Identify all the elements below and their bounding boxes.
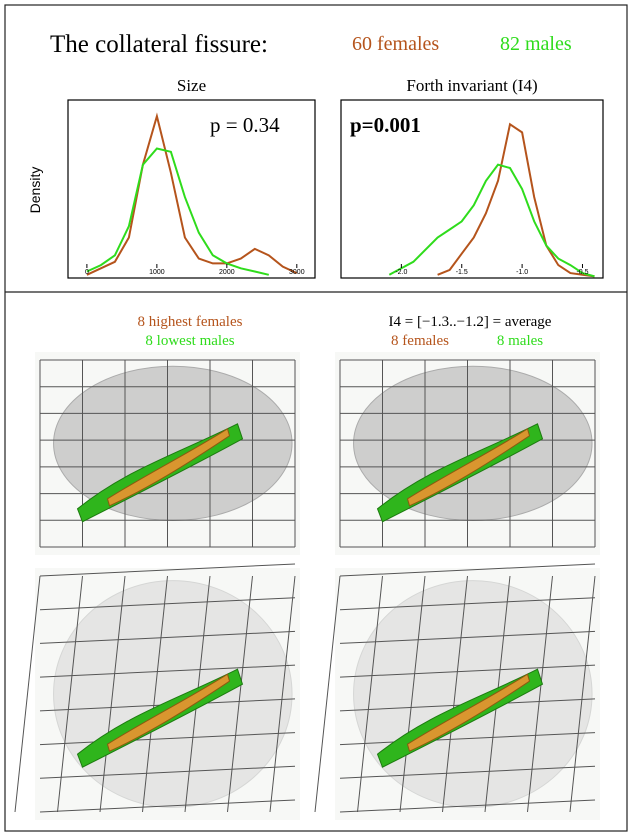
grid-box bbox=[39, 664, 296, 678]
annotation: p=0.001 bbox=[350, 113, 421, 137]
density-line bbox=[388, 163, 595, 278]
chart-title: Size bbox=[177, 76, 206, 95]
grid-box bbox=[339, 597, 596, 611]
x-tick-label: -1.5 bbox=[456, 269, 468, 276]
caption: 8 females bbox=[391, 333, 449, 349]
brain bbox=[353, 365, 593, 521]
density-line bbox=[437, 122, 595, 278]
grid-box bbox=[39, 732, 296, 746]
caption: 8 lowest males bbox=[145, 333, 234, 349]
grid-box bbox=[399, 575, 426, 813]
grid-box bbox=[339, 765, 596, 779]
grid-box bbox=[339, 664, 596, 678]
fissure-orange bbox=[406, 428, 531, 507]
fissure-orange bbox=[106, 428, 231, 507]
x-tick-label: -0.5 bbox=[576, 269, 588, 276]
grid-box bbox=[569, 575, 596, 813]
brain bbox=[53, 580, 293, 808]
x-tick-label: 0 bbox=[85, 269, 89, 276]
caption: 8 highest females bbox=[138, 314, 243, 330]
fissure-orange bbox=[106, 673, 231, 752]
grid-box bbox=[339, 732, 596, 746]
grid-box bbox=[99, 575, 126, 813]
x-tick-label: 1000 bbox=[149, 269, 165, 276]
grid-box bbox=[269, 575, 296, 813]
y-axis-label: Density bbox=[27, 167, 43, 214]
plot-frame bbox=[67, 99, 316, 279]
grid-box bbox=[14, 575, 41, 813]
frame bbox=[4, 4, 628, 832]
grid-box bbox=[339, 799, 596, 813]
grid-box bbox=[339, 630, 596, 644]
grid-box bbox=[39, 765, 296, 779]
density-line bbox=[86, 147, 270, 276]
brain bbox=[53, 365, 293, 521]
legend-males: 82 males bbox=[500, 33, 572, 55]
figure-title: The collateral fissure: bbox=[50, 31, 268, 58]
annotation: p = 0.34 bbox=[210, 113, 280, 137]
density-line bbox=[86, 112, 298, 276]
plot-frame bbox=[340, 99, 604, 279]
x-tick-label: 3000 bbox=[289, 269, 305, 276]
grid-box bbox=[39, 563, 296, 577]
grid-box bbox=[442, 575, 468, 813]
grid-box bbox=[142, 575, 168, 813]
x-tick-label: -1.0 bbox=[516, 269, 528, 276]
x-tick-label: -2.0 bbox=[395, 269, 407, 276]
grid-box bbox=[527, 575, 553, 813]
chart-title: Forth invariant (I4) bbox=[406, 76, 537, 95]
grid-box bbox=[227, 575, 253, 813]
grid-box bbox=[357, 575, 383, 813]
grid-box bbox=[39, 799, 296, 813]
fissure-orange bbox=[406, 673, 531, 752]
grid-box bbox=[39, 630, 296, 644]
grid-box bbox=[339, 563, 596, 577]
x-tick-label: 2000 bbox=[219, 269, 235, 276]
caption: I4 = [−1.3..−1.2] = average bbox=[389, 314, 552, 330]
grid-box bbox=[57, 575, 83, 813]
grid-box bbox=[314, 575, 341, 813]
brain bbox=[353, 580, 593, 808]
legend-females: 60 females bbox=[352, 33, 439, 55]
grid-box bbox=[39, 597, 296, 611]
caption: 8 males bbox=[497, 333, 543, 349]
